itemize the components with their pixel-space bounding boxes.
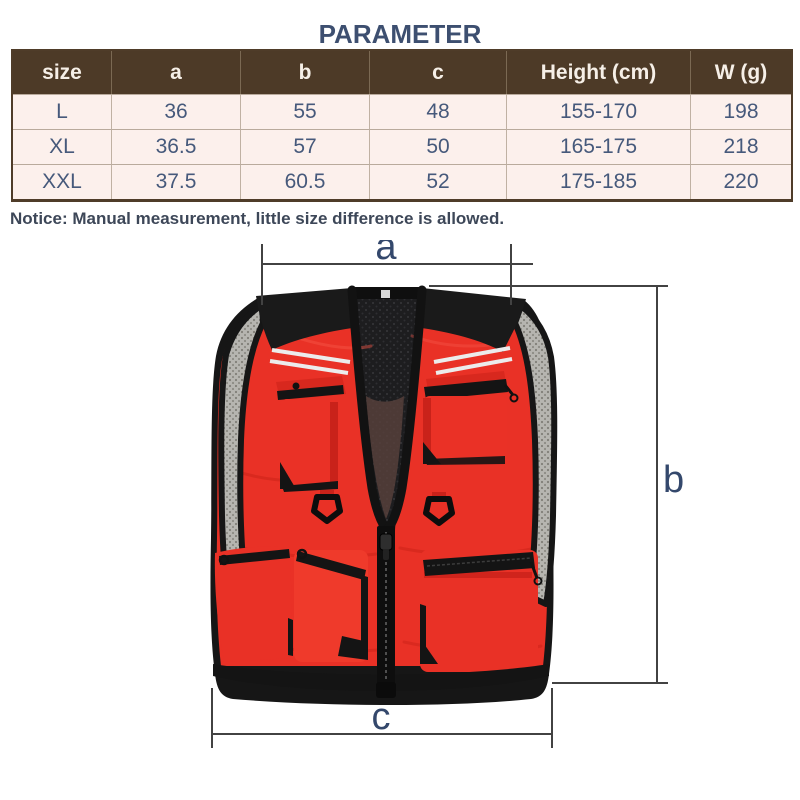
cell-b: 55 [241,94,370,129]
vest-interior-lining [366,396,404,519]
vest-illustration [210,285,558,705]
cell-height: 165-175 [507,129,691,164]
center-zipper [376,526,396,698]
reflective-stripes [269,346,513,375]
cell-b: 57 [241,129,370,164]
cell-size: XL [13,129,112,164]
measurement-a [261,244,533,305]
cell-a: 36 [112,94,241,129]
header-row: size a b c Height (cm) W (g) [13,51,791,94]
cell-c: 52 [370,164,507,199]
dimension-label-b: b [663,459,684,501]
cell-size: L [13,94,112,129]
size-chart-table: size a b c Height (cm) W (g) L 36 55 48 … [11,49,793,202]
right-shoulder-yoke [415,288,526,352]
cell-weight: 218 [691,129,791,164]
neck-label [381,290,390,298]
header-cell-weight: W (g) [691,51,791,94]
left-shoulder-yoke [256,288,359,350]
right-mesh-panel [512,303,558,607]
notice-text: Notice: Manual measurement, little size … [10,209,505,228]
measurement-c [211,688,553,748]
header-cell-size: size [13,51,112,94]
right-chest-pocket [423,371,519,465]
header-cell-b: b [241,51,370,94]
left-front-binding [347,285,392,535]
cell-a: 37.5 [112,164,241,199]
lower-center-pocket [294,548,368,662]
measurement-b [429,285,668,684]
cell-height: 175-185 [507,164,691,199]
table-row-l: L 36 55 48 155-170 198 [13,94,791,129]
table-row-xl: XL 36.5 57 50 165-175 218 [13,129,791,164]
cell-c: 50 [370,129,507,164]
header-cell-c: c [370,51,507,94]
cell-c: 48 [370,94,507,129]
right-d-ring [423,492,455,526]
header-cell-a: a [112,51,241,94]
left-d-ring [311,490,343,524]
cell-b: 60.5 [241,164,370,199]
dimension-label-c: c [372,696,391,738]
lower-right-pocket [420,550,543,672]
cell-weight: 220 [691,164,791,199]
cell-a: 36.5 [112,129,241,164]
left-chest-pocket [276,376,346,492]
dimension-label-a: a [375,240,397,268]
lower-left-pocket [214,546,293,662]
cell-weight: 198 [691,94,791,129]
page-title: PARAMETER [318,19,482,49]
cell-height: 155-170 [507,94,691,129]
cell-size: XXL [13,164,112,199]
right-front-binding [382,285,427,535]
measurement-lines [211,244,668,748]
header-cell-height: Height (cm) [507,51,691,94]
table-row-xxl: XXL 37.5 60.5 52 175-185 220 [13,164,791,199]
vest-measurement-diagram: a b c [210,240,684,748]
